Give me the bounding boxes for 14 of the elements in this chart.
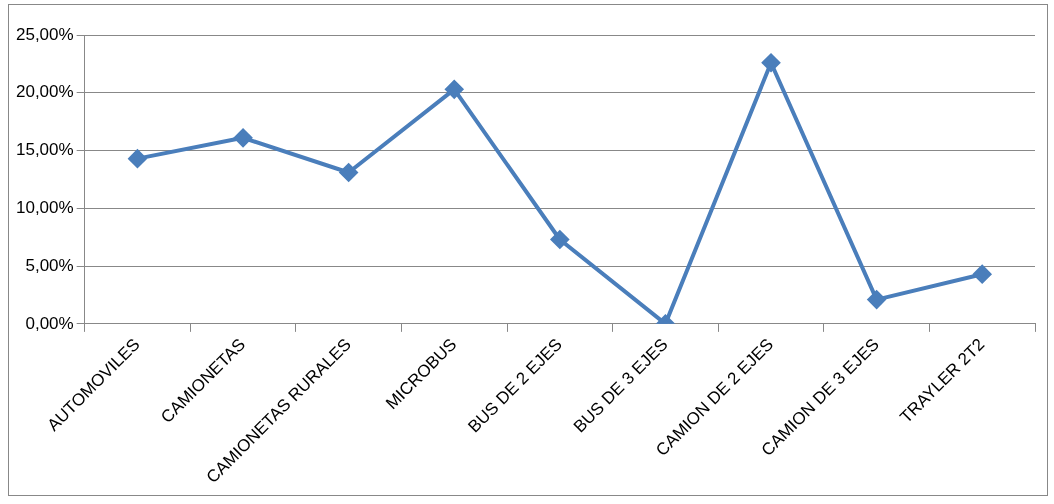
point [867, 290, 886, 309]
point [550, 230, 569, 249]
point [762, 53, 781, 72]
y-tick-label: 5,00% [25, 255, 74, 275]
point [973, 265, 992, 284]
y-tick-label: 15,00% [15, 140, 74, 160]
y-tick-label: 20,00% [15, 82, 74, 102]
y-tick-label: 10,00% [15, 198, 74, 218]
point [128, 149, 147, 168]
y-tick-label: 0,00% [25, 313, 74, 333]
point [234, 128, 253, 147]
point [339, 163, 358, 182]
y-tick-label: 25,00% [15, 24, 74, 44]
point [445, 80, 464, 99]
